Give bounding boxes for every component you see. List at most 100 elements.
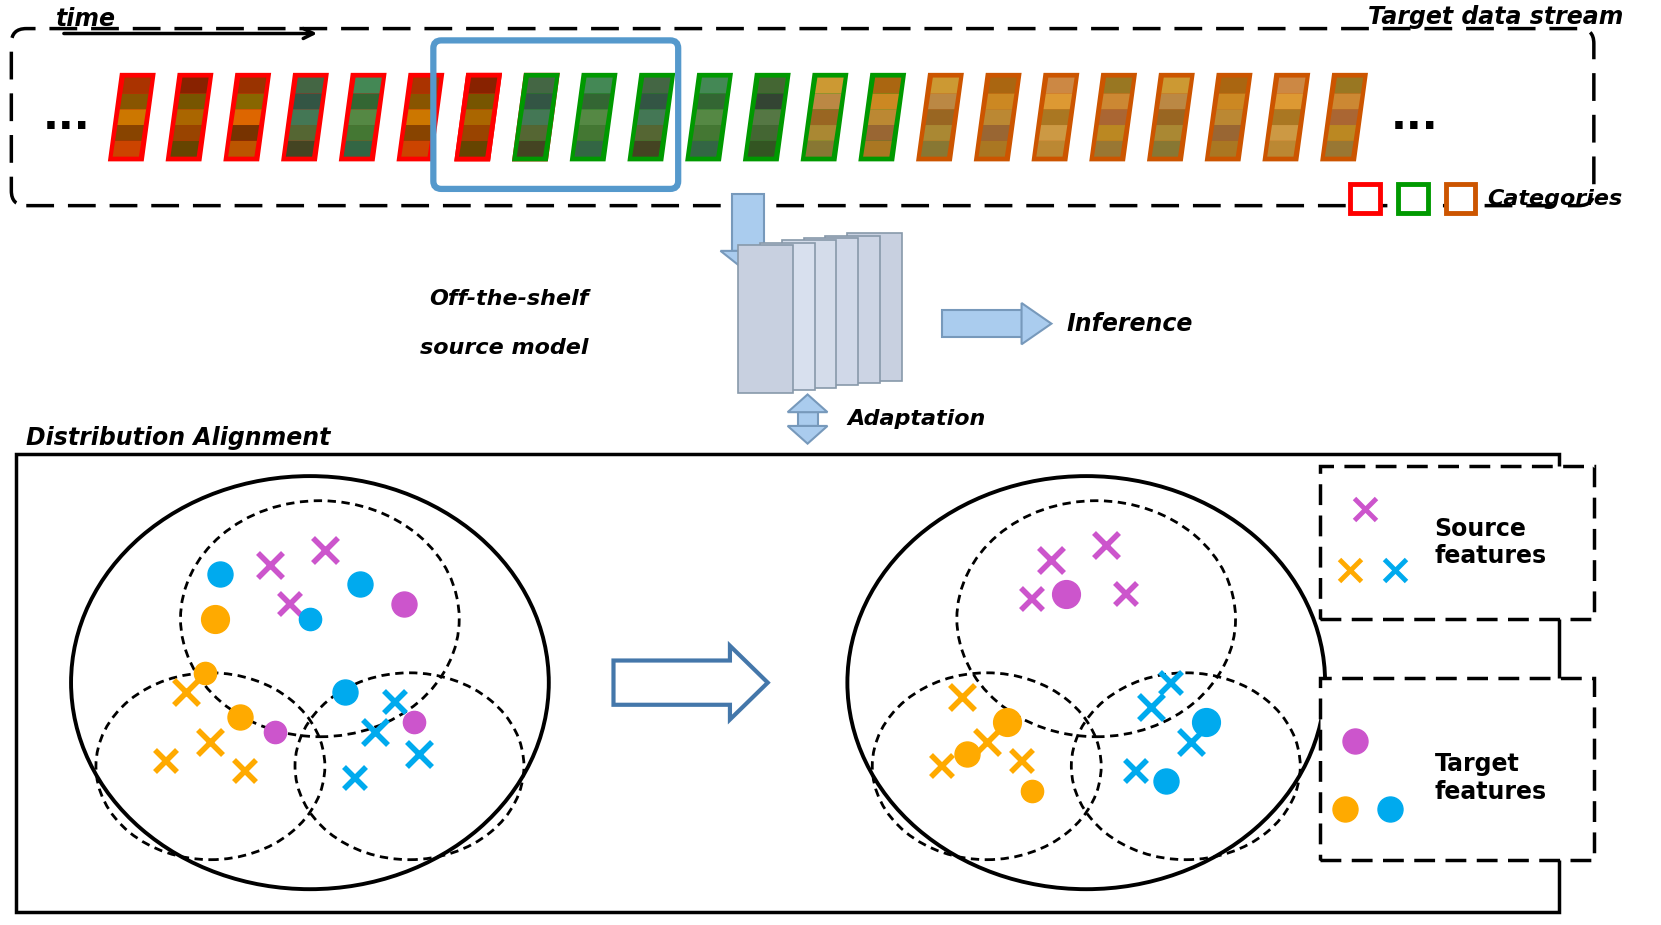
Polygon shape [178, 93, 206, 109]
Text: Adaptation: Adaptation [847, 409, 985, 429]
Polygon shape [641, 78, 671, 93]
Polygon shape [462, 125, 490, 141]
Polygon shape [1213, 125, 1241, 141]
Polygon shape [233, 109, 261, 125]
Polygon shape [292, 93, 322, 109]
Polygon shape [759, 242, 814, 390]
Polygon shape [689, 141, 719, 156]
Polygon shape [1159, 93, 1188, 109]
Polygon shape [1154, 125, 1183, 141]
Polygon shape [973, 73, 1022, 161]
Polygon shape [404, 125, 432, 141]
Polygon shape [575, 141, 603, 156]
Polygon shape [694, 109, 724, 125]
Polygon shape [289, 125, 317, 141]
Polygon shape [286, 141, 314, 156]
Polygon shape [1156, 109, 1186, 125]
Polygon shape [458, 141, 488, 156]
Polygon shape [580, 109, 608, 125]
Polygon shape [859, 73, 907, 161]
Text: source model: source model [420, 339, 588, 358]
Polygon shape [228, 141, 257, 156]
Polygon shape [816, 78, 844, 93]
Polygon shape [924, 125, 952, 141]
Polygon shape [179, 78, 209, 93]
Polygon shape [1277, 78, 1306, 93]
Polygon shape [1103, 78, 1133, 93]
Polygon shape [1041, 109, 1070, 125]
Polygon shape [1148, 73, 1194, 161]
Polygon shape [864, 141, 892, 156]
Polygon shape [1038, 125, 1068, 141]
Polygon shape [512, 73, 560, 161]
Bar [1320, 678, 1595, 859]
Polygon shape [520, 125, 548, 141]
Polygon shape [236, 93, 264, 109]
Polygon shape [1219, 78, 1247, 93]
Polygon shape [171, 141, 199, 156]
Polygon shape [517, 141, 545, 156]
Polygon shape [928, 93, 957, 109]
Polygon shape [942, 310, 1022, 338]
Polygon shape [512, 73, 560, 161]
Polygon shape [983, 109, 1012, 125]
Polygon shape [826, 236, 880, 383]
Polygon shape [409, 93, 437, 109]
Polygon shape [120, 93, 148, 109]
Polygon shape [1036, 141, 1065, 156]
Polygon shape [296, 78, 324, 93]
Polygon shape [1022, 303, 1051, 344]
Polygon shape [1161, 78, 1189, 93]
Polygon shape [344, 141, 372, 156]
Polygon shape [870, 93, 899, 109]
Polygon shape [797, 413, 817, 426]
Polygon shape [1100, 109, 1128, 125]
Text: Source
features: Source features [1435, 516, 1546, 568]
Polygon shape [453, 73, 502, 161]
Polygon shape [806, 141, 834, 156]
Polygon shape [787, 426, 827, 444]
Polygon shape [350, 93, 379, 109]
Polygon shape [1095, 141, 1123, 156]
Bar [17, 454, 1560, 912]
Polygon shape [520, 125, 548, 141]
Polygon shape [1327, 125, 1355, 141]
Polygon shape [585, 78, 613, 93]
Polygon shape [463, 109, 493, 125]
Polygon shape [865, 125, 894, 141]
Polygon shape [988, 78, 1017, 93]
Polygon shape [1262, 73, 1311, 161]
Polygon shape [804, 238, 859, 386]
Polygon shape [982, 125, 1010, 141]
Polygon shape [523, 93, 553, 109]
Polygon shape [339, 73, 387, 161]
Polygon shape [633, 141, 661, 156]
Polygon shape [281, 73, 329, 161]
Polygon shape [1151, 141, 1181, 156]
Polygon shape [123, 78, 151, 93]
Polygon shape [467, 93, 495, 109]
Polygon shape [527, 78, 555, 93]
Text: ...: ... [42, 96, 90, 138]
Polygon shape [869, 109, 897, 125]
Polygon shape [1043, 93, 1071, 109]
Polygon shape [468, 78, 497, 93]
FancyBboxPatch shape [12, 29, 1595, 205]
Text: Distribution Alignment: Distribution Alignment [27, 426, 331, 450]
Polygon shape [1325, 141, 1354, 156]
Polygon shape [737, 245, 792, 392]
Polygon shape [1096, 125, 1124, 141]
Polygon shape [238, 78, 266, 93]
Polygon shape [108, 73, 156, 161]
Bar [1350, 184, 1380, 214]
Text: Categories: Categories [1487, 189, 1623, 209]
Polygon shape [231, 125, 259, 141]
Polygon shape [811, 109, 839, 125]
Polygon shape [410, 78, 440, 93]
Polygon shape [638, 109, 666, 125]
Polygon shape [1209, 141, 1237, 156]
Polygon shape [113, 141, 141, 156]
Polygon shape [115, 125, 145, 141]
Polygon shape [523, 93, 553, 109]
Polygon shape [757, 78, 786, 93]
